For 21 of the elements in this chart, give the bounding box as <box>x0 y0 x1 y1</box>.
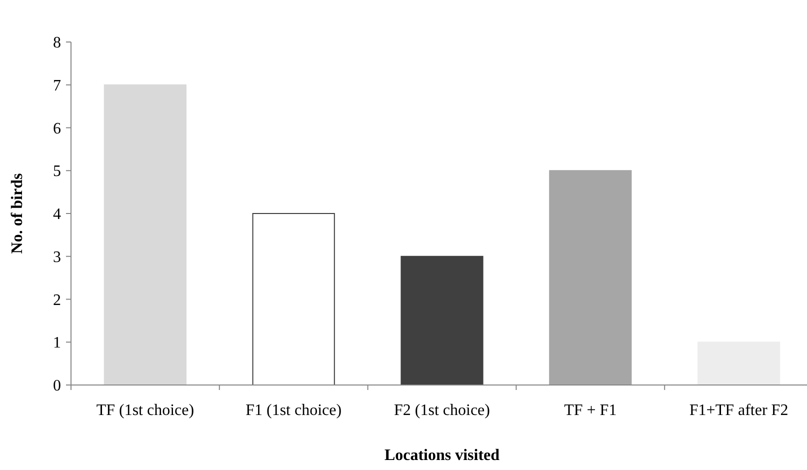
x-tick-label: TF + F1 <box>564 402 617 419</box>
bar <box>549 170 632 386</box>
y-tick-label: 1 <box>53 334 61 352</box>
y-tick-label: 4 <box>53 206 61 224</box>
bar <box>252 213 335 386</box>
y-tick-label: 3 <box>53 248 61 266</box>
y-tick-label: 8 <box>53 34 61 52</box>
bar <box>400 256 484 386</box>
bar <box>697 342 780 386</box>
y-tick-label: 7 <box>53 77 61 94</box>
x-tick-label: F2 (1st choice) <box>394 402 490 419</box>
x-tick-label: F1+TF after F2 <box>689 402 788 419</box>
y-axis-title: No. of birds <box>9 173 26 254</box>
bar <box>104 84 187 386</box>
y-tick-label: 6 <box>53 120 61 138</box>
y-tick-label: 2 <box>53 292 61 309</box>
x-tick-label: TF (1st choice) <box>96 402 194 419</box>
y-tick-label: 5 <box>53 163 61 180</box>
x-tick-label: F1 (1st choice) <box>246 402 342 419</box>
x-axis-title: Locations visited <box>384 447 500 464</box>
y-tick-label: 0 <box>53 378 61 395</box>
